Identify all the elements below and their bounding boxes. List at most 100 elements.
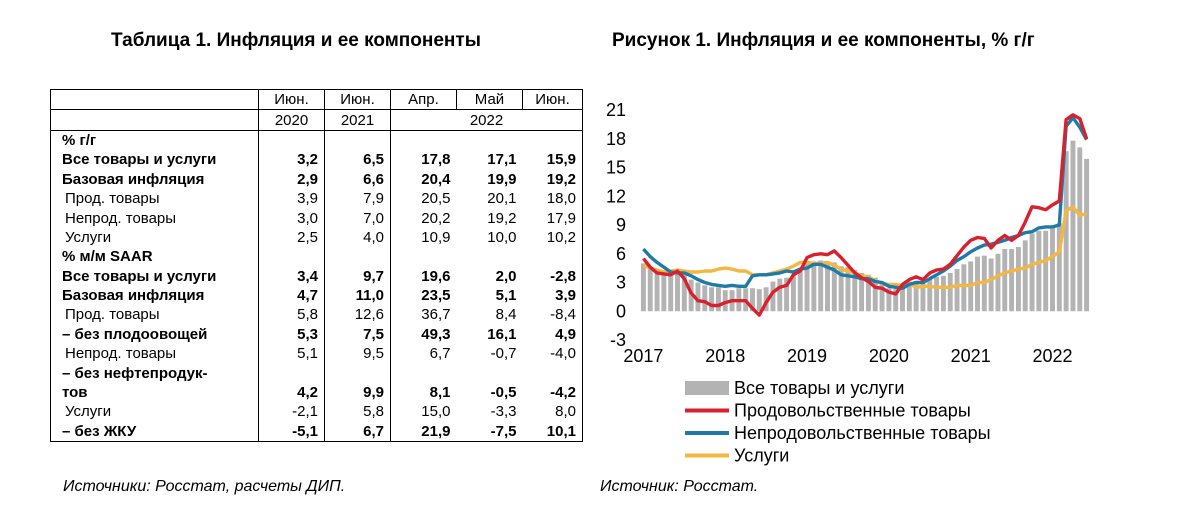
table-cell: 4,9 <box>522 324 583 345</box>
table-cell: -4,2 <box>522 382 583 403</box>
table-cell <box>522 363 583 383</box>
table-cell: -7,5 <box>456 421 523 443</box>
legend-label: Услуги <box>734 446 789 466</box>
header-year: 2022 <box>390 109 583 131</box>
table-cell: 7,9 <box>324 188 391 209</box>
table-source: Источники: Росстат, расчеты ДИП. <box>63 478 346 495</box>
bar <box>668 271 674 312</box>
series-line <box>642 205 1088 290</box>
bar <box>1043 230 1049 312</box>
bar <box>900 287 905 312</box>
bar <box>995 253 1001 312</box>
table-cell: -8,4 <box>522 305 583 325</box>
bar <box>1029 233 1035 312</box>
table-cell: 10,2 <box>522 227 583 248</box>
table-cell: 5,1 <box>258 344 325 364</box>
bar <box>852 270 858 312</box>
bar <box>927 278 933 312</box>
bar <box>1015 247 1021 312</box>
row-label: Непрод. товары <box>50 208 259 228</box>
row-label: % м/м SAAR <box>50 247 259 267</box>
table-cell: 5,1 <box>495 287 517 305</box>
bar <box>750 288 755 312</box>
table-cell: 8,1 <box>390 382 457 403</box>
table-row: тов 4,2 9,9 8,1 -0,5 -4,2 <box>50 382 583 403</box>
bar <box>913 282 919 312</box>
table-row: Прод. товары 3,9 7,9 20,5 20,1 18,0 <box>50 188 583 209</box>
bar <box>784 277 790 312</box>
table-cell: 7,5 <box>324 324 391 345</box>
legend-label: Продовольственные товары <box>734 401 971 421</box>
bar <box>1070 140 1076 312</box>
bar <box>797 270 803 312</box>
table-row: Непрод. товары 5,1 9,5 6,7 -0,7 -4,0 <box>50 344 583 364</box>
table-cell: -0,7 <box>490 345 517 363</box>
table-cell: -2,1 <box>258 402 325 422</box>
table-cell: 12,6 <box>324 305 391 325</box>
bar <box>947 272 953 312</box>
row-label: Базовая инфляция <box>50 169 259 189</box>
y-tick-label: 12 <box>606 186 626 206</box>
table-cell: 20,2 <box>390 208 457 228</box>
bar <box>681 273 687 312</box>
table-cell: 2,9 <box>258 169 325 189</box>
bar <box>777 278 783 312</box>
table-cell: 9,9 <box>324 382 391 403</box>
table-cell: 20,4 <box>390 169 457 189</box>
bar <box>661 271 667 312</box>
table-cell <box>390 247 457 267</box>
y-tick-label: 18 <box>606 129 626 149</box>
bar <box>845 267 851 312</box>
x-tick-label: 2017 <box>623 346 663 366</box>
table-cell: 5,3 <box>258 324 325 345</box>
table-cell: 3,4 <box>258 266 325 286</box>
table-cell: -0,5 <box>490 384 517 402</box>
y-tick-label: 0 <box>616 301 626 321</box>
bar <box>702 285 708 312</box>
bar <box>906 281 912 312</box>
table-cell: 10,0 <box>487 228 517 246</box>
table-cell: 10,9 <box>390 227 457 248</box>
table-cell <box>522 130 583 151</box>
bar <box>715 287 721 312</box>
x-axis: 2017 2018 2019 2020 2021 2022 <box>623 346 1072 366</box>
bar <box>804 263 810 312</box>
chart-title: Рисунок 1. Инфляция и ее компоненты, % г… <box>612 30 1035 51</box>
bar <box>865 274 871 312</box>
bar <box>770 281 776 312</box>
table-row: % м/м SAAR <box>50 247 583 267</box>
table-cell: -2,8 <box>522 266 583 286</box>
bar <box>811 261 817 312</box>
table-cell: 18,0 <box>522 188 583 209</box>
bar <box>825 261 830 312</box>
row-label: Все товары и услуги <box>50 150 259 170</box>
bar <box>1022 240 1028 312</box>
header-year: 2020 <box>258 109 325 131</box>
y-tick-label: 21 <box>606 100 626 120</box>
table-row: Все товары и услуги 3,2 6,5 17,8 17,1 15,9 <box>50 150 583 170</box>
table-cell: 3,0 <box>258 208 325 228</box>
table-row: Все товары и услуги 3,4 9,7 19,6 2,0 -2,8 <box>50 266 583 286</box>
header-corner <box>50 109 259 131</box>
y-tick-label: 3 <box>616 273 626 293</box>
series-line <box>642 113 1089 317</box>
table-row: – без ЖКУ -5,1 6,7 21,9 -7,5 10,1 <box>50 421 583 443</box>
table-cell <box>390 363 457 383</box>
bar <box>722 290 728 312</box>
row-label: – без ЖКУ <box>50 421 259 443</box>
y-tick-label: -3 <box>610 330 626 350</box>
table-cell: 9,7 <box>324 266 391 286</box>
bar <box>1036 230 1042 312</box>
table-row: Базовая инфляция 2,9 6,6 20,4 19,9 19,2 <box>50 169 583 189</box>
bar <box>934 276 940 312</box>
table-cell: 19,9 <box>487 170 517 188</box>
bar <box>647 267 653 312</box>
table-row: Прод. товары 5,8 12,6 36,7 8,4 -8,4 <box>50 305 583 325</box>
legend: Все товары и услуги Продовольственные тов… <box>685 378 991 466</box>
bar <box>1084 158 1090 312</box>
table-cell: 11,0 <box>324 285 391 306</box>
bar <box>1063 151 1069 312</box>
table-cell: 3,9 <box>258 188 325 209</box>
legend-label: Непродовольственные товары <box>734 423 991 443</box>
bar <box>1077 147 1083 312</box>
